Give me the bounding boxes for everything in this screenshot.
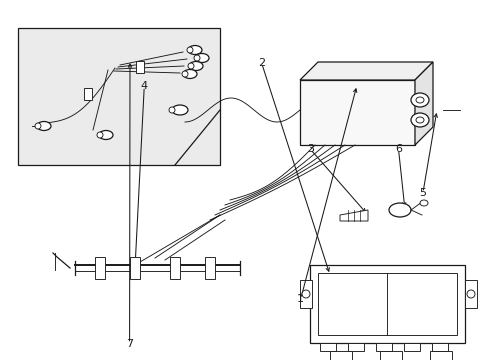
Bar — [95, 257, 105, 279]
Ellipse shape — [169, 107, 175, 113]
Bar — [347, 343, 363, 351]
Bar — [84, 88, 92, 100]
Ellipse shape — [410, 93, 428, 107]
Bar — [317, 273, 456, 335]
Text: 1: 1 — [297, 294, 304, 304]
Ellipse shape — [183, 69, 197, 78]
Text: 4: 4 — [141, 81, 147, 91]
Text: 2: 2 — [258, 58, 264, 68]
Ellipse shape — [172, 105, 187, 115]
Ellipse shape — [189, 62, 203, 71]
Polygon shape — [299, 62, 432, 80]
Ellipse shape — [35, 123, 41, 129]
Text: 3: 3 — [306, 144, 313, 154]
Ellipse shape — [419, 200, 427, 206]
Text: 5: 5 — [419, 188, 426, 198]
Bar — [204, 257, 215, 279]
Ellipse shape — [186, 47, 193, 53]
Bar — [299, 280, 311, 308]
Circle shape — [466, 290, 474, 298]
Bar — [170, 257, 180, 279]
Bar — [429, 351, 451, 360]
Text: 7: 7 — [126, 339, 133, 349]
Ellipse shape — [187, 63, 194, 69]
Text: 6: 6 — [394, 144, 401, 154]
Ellipse shape — [388, 203, 410, 217]
Ellipse shape — [415, 97, 423, 103]
Ellipse shape — [99, 131, 113, 140]
Circle shape — [302, 290, 309, 298]
Ellipse shape — [187, 45, 202, 54]
Bar — [375, 343, 391, 351]
Bar — [329, 351, 351, 360]
Bar — [403, 343, 419, 351]
Ellipse shape — [37, 122, 51, 131]
Bar — [319, 343, 335, 351]
Polygon shape — [339, 210, 367, 221]
Ellipse shape — [415, 117, 423, 123]
Ellipse shape — [194, 55, 200, 61]
Ellipse shape — [410, 113, 428, 127]
Bar — [136, 61, 143, 73]
Polygon shape — [18, 28, 220, 165]
Ellipse shape — [97, 132, 103, 138]
Polygon shape — [414, 62, 432, 145]
Bar — [464, 280, 476, 308]
Ellipse shape — [182, 71, 187, 77]
Bar — [431, 343, 447, 351]
Ellipse shape — [195, 54, 208, 63]
Bar — [299, 80, 414, 145]
Bar — [309, 265, 464, 343]
Bar — [130, 257, 140, 279]
Bar — [379, 351, 401, 360]
